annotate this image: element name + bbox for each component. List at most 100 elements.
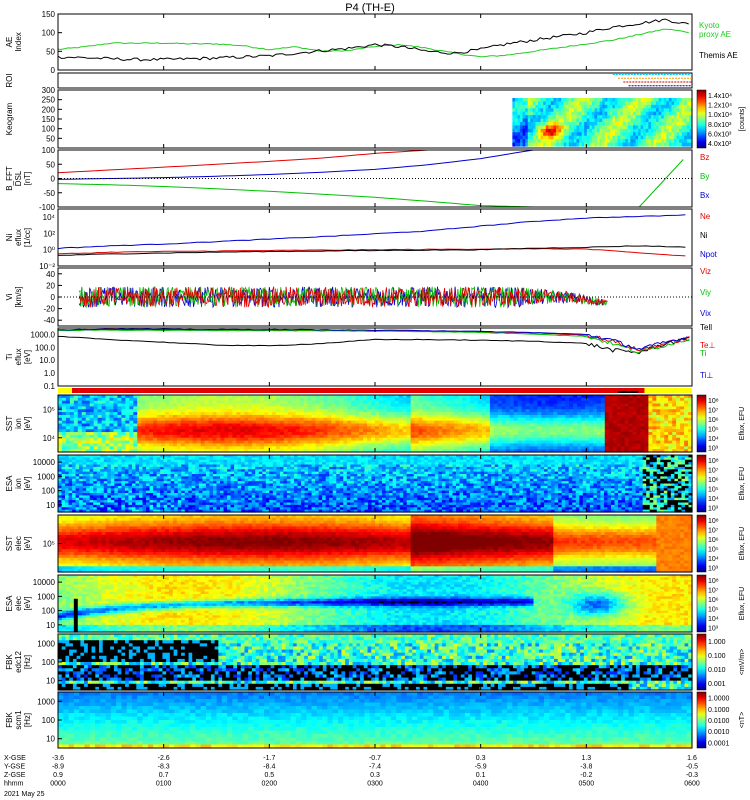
sst_ion-cell [153, 395, 158, 399]
keogram-cell [625, 122, 629, 127]
keogram-cell [586, 132, 590, 137]
keogram-cell [591, 111, 596, 116]
sst_ion-cell [632, 403, 638, 407]
sst_ion-cell [141, 420, 146, 425]
sst_ion-cell [652, 397, 657, 402]
sst_ion-cell [521, 440, 527, 445]
keogram-cell [514, 132, 519, 137]
sst_ion-cell [256, 423, 261, 427]
sst_ion-cell [438, 440, 443, 445]
sst_ion-cell [157, 426, 162, 430]
sst_ion-cell [501, 406, 507, 410]
sst_ion-cell [549, 449, 554, 453]
keogram-cell [643, 98, 647, 103]
ae-frame [57, 13, 693, 71]
sst_ion-cell [474, 434, 479, 439]
keogram-cell [627, 132, 632, 137]
sst_ion-cell [85, 432, 91, 436]
keogram-cell [615, 98, 619, 103]
sst_ion-cell [61, 437, 67, 442]
keogram-cell [543, 108, 547, 113]
sst_ion-cell [569, 406, 574, 410]
sst_ion-cell [462, 397, 467, 402]
sst_ion-cell [327, 417, 333, 422]
sst_ion-cell [351, 437, 356, 442]
sst_ion-cell [640, 403, 646, 407]
sst_ion-cell [93, 437, 99, 442]
sst_ion-cell [648, 426, 653, 430]
sst_ion-cell [204, 440, 210, 445]
sst_ion-cell [565, 400, 570, 405]
sst_ion-cell [145, 426, 150, 430]
sst_ion-cell [105, 443, 111, 447]
sst_ion-cell [275, 432, 281, 436]
sst_ion-cell [406, 420, 412, 425]
keogram-cell [584, 128, 588, 133]
keogram-cell [543, 115, 547, 120]
keogram-cell [635, 135, 639, 140]
esa_ion-cell [65, 464, 70, 468]
keogram-cell [584, 142, 588, 147]
sst_ion-cell [157, 400, 162, 405]
sst_ion-cell [307, 426, 313, 430]
sst_ion-cell [616, 420, 622, 425]
keogram-cell [650, 122, 655, 127]
sst_ion-cell [422, 412, 428, 416]
esa_ion-cell [68, 464, 73, 468]
esa_ion-cell [75, 497, 80, 501]
sst_ion-cell [315, 449, 321, 453]
sst_ion-cell [382, 409, 388, 413]
keogram-cell [661, 111, 665, 116]
keogram-cell [512, 125, 516, 130]
sst_ion-cell [73, 417, 79, 422]
sst_ion-cell [592, 446, 598, 450]
sst_ion-cell [588, 440, 594, 445]
sst_ion-cell [252, 406, 257, 410]
sst_ion-cell [608, 400, 614, 405]
esa_ion-cell [61, 481, 66, 485]
keogram-cell [648, 108, 652, 113]
esa_ion-cell [61, 493, 66, 496]
density-ytick-2: 10² [43, 229, 55, 238]
keogram-cell [617, 142, 621, 147]
sst_ion-cell [652, 395, 657, 399]
sst_ion-cell [414, 437, 420, 442]
keogram-cell [517, 125, 521, 130]
sst_ion-cell [371, 397, 376, 402]
sst_ion-cell [303, 426, 309, 430]
sst_ion-cell [438, 443, 443, 447]
keogram-cell [638, 132, 642, 137]
sst_ion-cell [109, 446, 115, 450]
sst_ion-cell [367, 426, 372, 430]
keogram-cell [584, 108, 588, 113]
sst_ion-cell [145, 406, 150, 410]
sst_ion-cell [497, 397, 503, 402]
sst_ion-cell [58, 417, 63, 422]
keogram-cell [535, 98, 539, 103]
keogram-cell [609, 135, 614, 140]
sst_ion-cell [656, 403, 661, 407]
sst_ion-cell [557, 414, 562, 419]
esa_ion-cell [72, 507, 77, 511]
sst_ion-cell [569, 446, 574, 450]
sst_ion-cell [600, 434, 606, 439]
sst_ion-cell [501, 434, 507, 439]
keogram-cell [550, 108, 555, 113]
sst_ion-cell [157, 432, 162, 436]
sst_ion-cell [216, 440, 222, 445]
sst_ion-cell [660, 423, 665, 427]
sst_ion-cell [168, 400, 174, 405]
keogram-cell [643, 125, 647, 130]
keogram-cell [620, 128, 624, 133]
sst_ion-cell [287, 437, 293, 442]
keogram-cell [615, 128, 619, 133]
sst_ion-cell [359, 414, 364, 419]
sst_ion-cell [422, 400, 428, 405]
sst_ion-cell [81, 412, 87, 416]
sst_ion-cell [462, 412, 467, 416]
sst_ion-cell [378, 400, 384, 405]
sst_ion-cell [331, 434, 336, 439]
keogram-cell [671, 128, 675, 133]
sst_ion-cell [390, 414, 396, 419]
keogram-cell [517, 104, 521, 109]
